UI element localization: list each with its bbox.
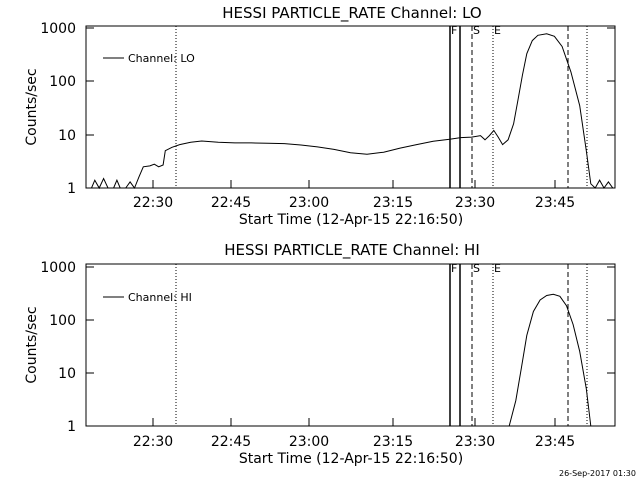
legend-hi: Channel: HI [103, 291, 192, 304]
x-tick-label-hi-2300: 23:00 [289, 434, 329, 450]
x-tick-label-lo-2300: 23:00 [289, 195, 329, 211]
marker-lines-lo [175, 26, 588, 188]
marker-label-hi-e: E [494, 262, 501, 275]
y-tick-label-lo-100: 100 [49, 74, 76, 90]
y-tick-label-hi-1: 1 [67, 419, 76, 435]
chart-panel-lo: HESSI PARTICLE_RATE Channel: LO Counts/s… [24, 4, 616, 228]
x-tick-label-hi-2245: 22:45 [211, 434, 251, 450]
x-tick-label-lo-2330: 23:30 [455, 195, 495, 211]
x-tick-label-hi-2345: 23:45 [535, 434, 575, 450]
x-tick-label-lo-2245: 22:45 [211, 195, 251, 211]
legend-lo: Channel: LO [103, 52, 195, 65]
plot-frame-hi [85, 263, 616, 427]
x-tick-label-lo-2345: 23:45 [535, 195, 575, 211]
x-tick-label-hi-2315: 23:15 [373, 434, 413, 450]
chart-title-lo: HESSI PARTICLE_RATE Channel: LO [222, 4, 481, 23]
y-ticks-lo [86, 27, 615, 189]
marker-label-hi-s: S [473, 262, 480, 275]
y-tick-label-hi-1000: 1000 [40, 260, 76, 276]
y-ticks-hi [86, 266, 615, 427]
chart-title-hi: HESSI PARTICLE_RATE Channel: HI [224, 241, 480, 260]
y-axis-label-hi: Counts/sec [24, 306, 40, 383]
marker-label-lo-f: F [451, 24, 457, 37]
legend-label-hi: Channel: HI [128, 291, 192, 304]
series-line-lo [86, 33, 614, 190]
y-tick-label-hi-100: 100 [49, 313, 76, 329]
marker-label-lo-s: S [473, 24, 480, 37]
y-tick-label-lo-1000: 1000 [40, 21, 76, 37]
x-axis-label-hi: Start Time (12-Apr-15 22:16:50) [239, 451, 463, 467]
marker-label-lo-e: E [494, 24, 501, 37]
x-tick-label-lo-2315: 23:15 [373, 195, 413, 211]
marker-label-hi-f: F [451, 262, 457, 275]
series-line-hi [508, 293, 592, 427]
legend-label-lo: Channel: LO [128, 52, 195, 65]
y-axis-label-lo: Counts/sec [24, 68, 40, 145]
y-tick-label-lo-10: 10 [58, 128, 76, 144]
x-ticks-lo [152, 180, 556, 188]
plot-frame-lo [85, 25, 616, 189]
x-axis-label-lo: Start Time (12-Apr-15 22:16:50) [239, 212, 463, 228]
y-tick-label-hi-10: 10 [58, 366, 76, 382]
x-tick-label-hi-2330: 23:30 [455, 434, 495, 450]
x-tick-label-hi-2230: 22:30 [133, 434, 173, 450]
chart-panel-hi: HESSI PARTICLE_RATE Channel: HI Counts/s… [24, 241, 616, 467]
y-tick-label-lo-1: 1 [67, 181, 76, 197]
x-ticks-hi [152, 418, 556, 426]
footer-timestamp: 26-Sep-2017 01:30 [559, 469, 636, 478]
x-tick-label-lo-2230: 22:30 [133, 195, 173, 211]
marker-lines-hi [175, 264, 588, 426]
